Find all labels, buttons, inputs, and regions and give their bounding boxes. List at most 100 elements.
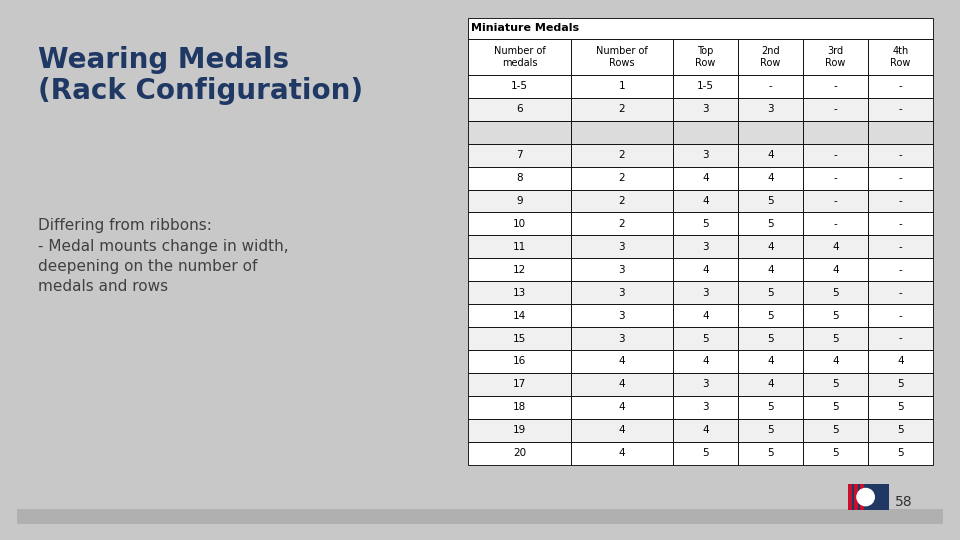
Text: 4: 4 bbox=[898, 356, 904, 367]
Bar bbox=[570, 39, 673, 75]
Text: 12: 12 bbox=[513, 265, 526, 275]
Bar bbox=[570, 373, 673, 396]
Circle shape bbox=[857, 489, 875, 505]
Bar bbox=[570, 144, 673, 167]
Text: 5: 5 bbox=[832, 425, 839, 435]
Text: 3: 3 bbox=[618, 310, 625, 321]
Bar bbox=[738, 98, 803, 121]
Bar bbox=[738, 121, 803, 144]
Text: 4: 4 bbox=[702, 356, 708, 367]
Text: 5: 5 bbox=[832, 310, 839, 321]
Bar bbox=[468, 18, 933, 39]
Bar bbox=[673, 442, 738, 464]
Text: 16: 16 bbox=[513, 356, 526, 367]
Text: 5: 5 bbox=[702, 448, 708, 458]
Text: 3: 3 bbox=[618, 242, 625, 252]
Text: 4: 4 bbox=[832, 265, 839, 275]
Bar bbox=[803, 235, 868, 258]
Bar bbox=[17, 509, 943, 524]
Text: 4: 4 bbox=[618, 402, 625, 413]
Text: -: - bbox=[899, 219, 902, 229]
Text: 14: 14 bbox=[513, 310, 526, 321]
Text: 5: 5 bbox=[767, 219, 774, 229]
Text: 1: 1 bbox=[618, 82, 625, 91]
Bar bbox=[803, 373, 868, 396]
Bar bbox=[468, 98, 570, 121]
Bar bbox=[673, 144, 738, 167]
Text: 19: 19 bbox=[513, 425, 526, 435]
Text: 5: 5 bbox=[898, 402, 904, 413]
Bar bbox=[468, 327, 570, 350]
Bar bbox=[468, 144, 570, 167]
Text: 1-5: 1-5 bbox=[697, 82, 714, 91]
Bar bbox=[468, 442, 570, 464]
Bar bbox=[673, 396, 738, 418]
Text: 3: 3 bbox=[702, 104, 708, 114]
Text: 4th
Row: 4th Row bbox=[890, 46, 911, 68]
Text: 20: 20 bbox=[513, 448, 526, 458]
Bar bbox=[803, 39, 868, 75]
Text: 5: 5 bbox=[767, 196, 774, 206]
Bar bbox=[868, 396, 933, 418]
Text: Number of
Rows: Number of Rows bbox=[596, 46, 648, 68]
Text: 4: 4 bbox=[767, 242, 774, 252]
Bar bbox=[673, 121, 738, 144]
Text: 8: 8 bbox=[516, 173, 523, 183]
FancyBboxPatch shape bbox=[860, 484, 864, 510]
Bar bbox=[738, 442, 803, 464]
Text: 17: 17 bbox=[513, 380, 526, 389]
Text: 4: 4 bbox=[702, 173, 708, 183]
Text: 4: 4 bbox=[702, 310, 708, 321]
Bar bbox=[738, 258, 803, 281]
Bar bbox=[803, 304, 868, 327]
Text: - Medal mounts change in width,: - Medal mounts change in width, bbox=[38, 239, 289, 254]
Bar bbox=[868, 121, 933, 144]
Text: deepening on the number of: deepening on the number of bbox=[38, 259, 258, 274]
Bar bbox=[570, 75, 673, 98]
Bar bbox=[570, 281, 673, 304]
Bar bbox=[868, 235, 933, 258]
Text: 2: 2 bbox=[618, 196, 625, 206]
Text: 13: 13 bbox=[513, 288, 526, 298]
Text: (Rack Configuration): (Rack Configuration) bbox=[38, 77, 364, 105]
Text: 5: 5 bbox=[832, 448, 839, 458]
Text: 3: 3 bbox=[618, 265, 625, 275]
Bar bbox=[868, 258, 933, 281]
Text: -: - bbox=[833, 150, 837, 160]
Bar bbox=[570, 396, 673, 418]
Bar bbox=[468, 258, 570, 281]
Bar bbox=[868, 304, 933, 327]
Text: 4: 4 bbox=[618, 380, 625, 389]
Text: 3: 3 bbox=[702, 402, 708, 413]
Text: 5: 5 bbox=[702, 334, 708, 343]
Text: 11: 11 bbox=[513, 242, 526, 252]
Text: medals and rows: medals and rows bbox=[38, 279, 169, 294]
Text: Number of
medals: Number of medals bbox=[493, 46, 545, 68]
Bar bbox=[868, 190, 933, 212]
Bar bbox=[868, 144, 933, 167]
Text: 4: 4 bbox=[702, 265, 708, 275]
Bar bbox=[570, 442, 673, 464]
Bar bbox=[570, 167, 673, 190]
Text: 58: 58 bbox=[896, 496, 913, 509]
Text: 3: 3 bbox=[702, 288, 708, 298]
Text: -: - bbox=[899, 288, 902, 298]
Text: 3rd
Row: 3rd Row bbox=[826, 46, 846, 68]
Bar bbox=[738, 75, 803, 98]
Bar bbox=[803, 418, 868, 442]
Text: Top
Row: Top Row bbox=[695, 46, 715, 68]
Text: 3: 3 bbox=[618, 288, 625, 298]
Text: -: - bbox=[899, 310, 902, 321]
Text: 4: 4 bbox=[767, 150, 774, 160]
Text: 5: 5 bbox=[767, 402, 774, 413]
Text: 5: 5 bbox=[832, 402, 839, 413]
Text: -: - bbox=[833, 82, 837, 91]
Text: -: - bbox=[833, 104, 837, 114]
Bar bbox=[738, 281, 803, 304]
Bar bbox=[803, 212, 868, 235]
Bar bbox=[803, 167, 868, 190]
Bar bbox=[570, 235, 673, 258]
Bar bbox=[803, 75, 868, 98]
Bar bbox=[738, 39, 803, 75]
Bar bbox=[803, 121, 868, 144]
